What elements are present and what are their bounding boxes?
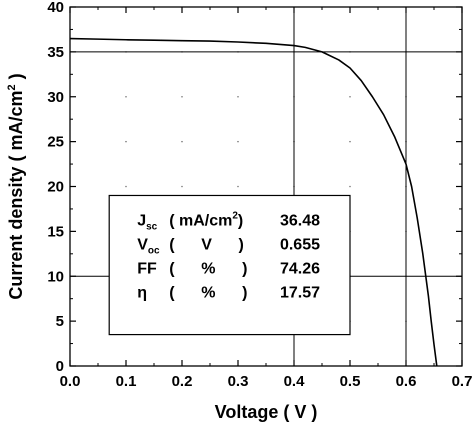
grid-dot	[125, 140, 127, 143]
grid-dot	[237, 95, 239, 98]
y-tick-label: 30	[47, 89, 64, 106]
y-tick-label: 35	[47, 44, 64, 61]
grid-dot	[237, 185, 239, 188]
grid-dot	[181, 95, 183, 98]
x-tick-label: 0.7	[452, 373, 473, 390]
grid-dot	[349, 140, 351, 143]
table-param-unit: ( % )	[169, 260, 247, 277]
y-axis-label-main: Current density ( mA/cm	[6, 91, 26, 300]
x-tick-label: 0.4	[284, 373, 306, 390]
table-param-value: 36.48	[280, 212, 320, 229]
y-axis-label-tail: )	[6, 73, 26, 84]
y-tick-label: 20	[47, 179, 64, 196]
grid-dot	[181, 140, 183, 143]
jv-curve	[69, 37, 438, 367]
y-axis-label: Current density ( mA/cm2 )	[6, 73, 26, 299]
grid-dot	[125, 95, 127, 98]
x-tick-label: 0.3	[228, 373, 249, 390]
y-tick-label: 40	[47, 0, 64, 16]
x-tick-label: 0.5	[340, 373, 361, 390]
table-param-value: 0.655	[280, 236, 320, 253]
grid-dot	[237, 140, 239, 143]
table-param-unit: ( V )	[169, 236, 244, 253]
table-param-value: 17.57	[280, 284, 320, 301]
y-tick-labels: 0 5 10 15 20 25 30 35 40	[47, 0, 64, 375]
y-tick-label: 10	[47, 268, 64, 285]
x-tick-label: 0.0	[60, 373, 81, 390]
table-param-label: Voc	[137, 236, 160, 256]
table-param-label: η	[137, 284, 147, 301]
x-axis-label: Voltage ( V )	[215, 402, 318, 422]
grid-dot	[349, 95, 351, 98]
grid-dot	[349, 185, 351, 188]
x-tick-label: 0.2	[172, 373, 193, 390]
table-param-label: Jsc	[137, 212, 157, 232]
table-border	[108, 194, 351, 336]
axis-ticks	[69, 6, 463, 367]
table-param-unit: ( % )	[169, 284, 247, 301]
y-tick-label: 0	[56, 358, 64, 375]
y-axis-label-sup: 2	[6, 84, 18, 90]
parameter-table: Jsc ( mA/cm2) 36.48 Voc ( V ) 0.655 FF ( % ) 74.…	[108, 194, 351, 336]
grid-dot	[181, 185, 183, 188]
x-tick-labels: 0.0 0.1 0.2 0.3 0.4 0.5 0.6 0.7	[60, 373, 473, 390]
y-tick-label: 25	[47, 134, 64, 151]
table-param-value: 74.26	[280, 260, 320, 277]
table-param-unit: ( mA/cm2)	[169, 210, 243, 229]
grid-dot	[125, 185, 127, 188]
x-tick-label: 0.6	[396, 373, 417, 390]
table-param-label: FF	[137, 260, 157, 277]
x-tick-label: 0.1	[116, 373, 137, 390]
series-layer	[69, 37, 438, 367]
y-tick-label: 5	[56, 313, 64, 330]
y-tick-label: 15	[47, 223, 64, 240]
